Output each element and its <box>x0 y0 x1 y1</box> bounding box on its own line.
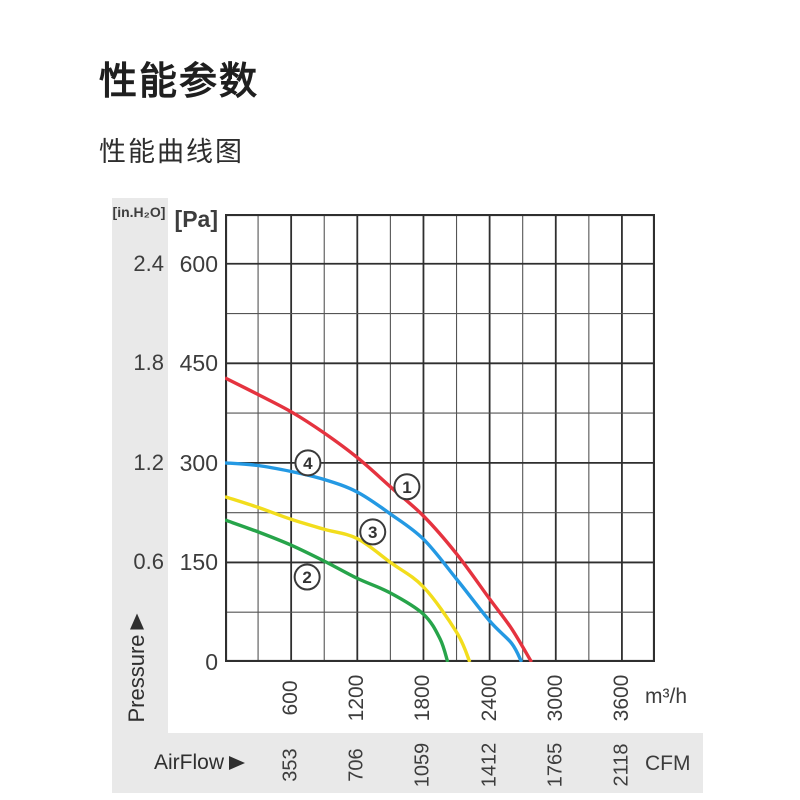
curve-4 <box>225 461 524 662</box>
m3h-tick: 3000 <box>543 674 567 722</box>
cfm-unit-label: CFM <box>645 752 691 775</box>
cfm-tick: 1412 <box>478 742 501 788</box>
curve-1 <box>225 376 533 662</box>
inh2o-tick: 1.2 <box>133 449 164 475</box>
m3h-tick: 3600 <box>609 674 633 722</box>
curve-3 <box>225 495 472 662</box>
curve-label-circle-1 <box>393 473 421 501</box>
m3h-tick: 600 <box>279 680 303 716</box>
pressure-arrow-icon <box>130 613 144 630</box>
chart-subtitle: 性能曲线图 <box>99 137 244 167</box>
m3h-tick: 2400 <box>477 674 501 722</box>
curve-label-circle-4 <box>294 449 322 477</box>
page-title: 性能参数 <box>99 61 260 103</box>
pa-tick: 450 <box>179 350 218 377</box>
airflow-axis-strip <box>112 733 703 793</box>
curve-label-circle-2 <box>293 563 321 591</box>
plot-border <box>225 214 655 662</box>
airflow-axis-title-text: AirFlow <box>154 751 225 774</box>
pa-tick: 300 <box>179 449 218 476</box>
curve-label-number-1: 1 <box>402 478 411 497</box>
pa-tick: 600 <box>179 250 218 277</box>
pa-unit-label: [Pa] <box>174 206 218 232</box>
m3h-tick: 1800 <box>411 674 435 722</box>
m3h-unit-label: m³/h <box>645 685 687 708</box>
cfm-tick: 1765 <box>544 742 567 788</box>
pa-tick: 150 <box>179 549 218 576</box>
inh2o-tick: 2.4 <box>133 250 164 276</box>
cfm-tick: 1059 <box>411 742 434 788</box>
inh2o-unit-label: [in.H₂O] <box>112 204 166 220</box>
airflow-arrow-icon <box>229 756 246 770</box>
curve-label-number-2: 2 <box>302 568 311 587</box>
inh2o-tick: 1.8 <box>133 350 164 376</box>
cfm-tick: 706 <box>345 748 368 782</box>
curve-label-number-4: 4 <box>303 454 313 473</box>
curve-label-circle-3 <box>359 518 387 546</box>
pressure-axis-strip <box>112 198 168 793</box>
curve-2 <box>225 518 450 662</box>
cfm-tick: 353 <box>279 748 302 782</box>
plot-area: 1 2 3 4 <box>225 214 655 662</box>
inh2o-tick: 0.6 <box>133 549 164 575</box>
m3h-tick: 1200 <box>345 674 369 722</box>
airflow-axis-title: AirFlow <box>154 751 246 775</box>
pa-tick: 0 <box>205 649 218 675</box>
curve-label-number-3: 3 <box>368 523 377 542</box>
cfm-tick: 2118 <box>610 743 633 787</box>
